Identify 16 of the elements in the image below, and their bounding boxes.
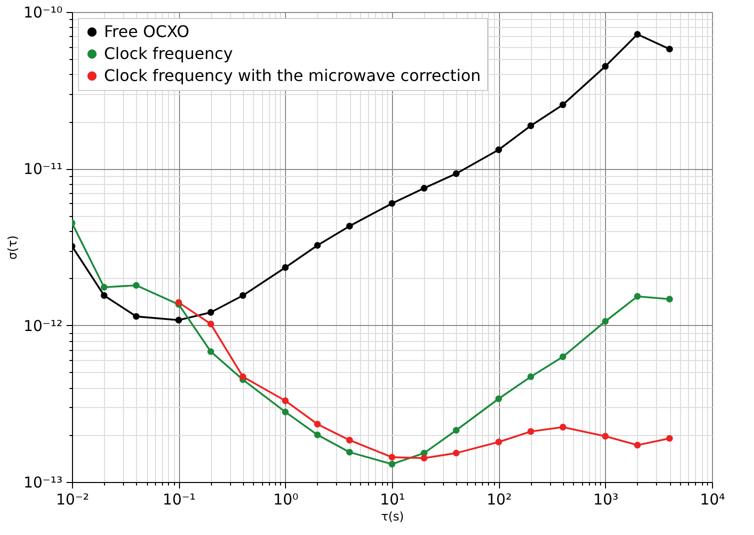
x-tick-label: 10² (486, 490, 512, 508)
x-tick-label: 10⁴ (700, 490, 726, 508)
x-tick-label: 10⁻¹ (162, 490, 196, 508)
legend-label: Free OCXO (104, 22, 190, 41)
y-tick-label: 10⁻¹² (23, 316, 62, 335)
y-axis-title: σ(τ) (5, 235, 20, 260)
legend-label: Clock frequency with the microwave correction (104, 66, 481, 85)
x-tick-label: 10³ (593, 490, 618, 508)
legend-label: Clock frequency (104, 44, 233, 63)
y-tick-label: 10⁻¹³ (23, 474, 62, 492)
x-tick-label: 10⁰ (273, 490, 298, 508)
x-axis-title: τ(s) (381, 510, 404, 524)
y-tick-label: 10⁻¹¹ (23, 160, 62, 178)
y-tick-label: 10⁻¹⁰ (23, 4, 62, 22)
x-tick-label: 10¹ (380, 490, 406, 508)
x-tick-label: 10⁻² (56, 490, 90, 508)
